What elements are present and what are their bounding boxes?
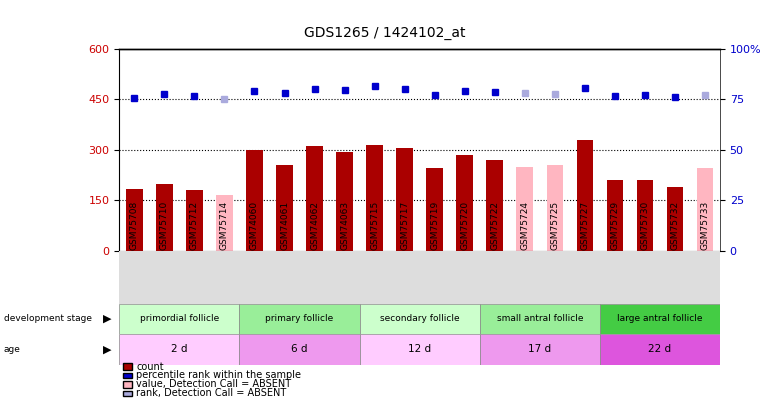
Bar — [156, 183, 172, 251]
Bar — [667, 187, 683, 251]
Text: ▶: ▶ — [103, 344, 112, 354]
Bar — [306, 147, 323, 251]
Bar — [600, 304, 720, 334]
Bar — [600, 334, 720, 364]
Text: value, Detection Call = ABSENT: value, Detection Call = ABSENT — [136, 379, 291, 389]
Bar — [367, 145, 383, 251]
Bar — [276, 165, 293, 251]
Bar — [119, 334, 239, 364]
Text: percentile rank within the sample: percentile rank within the sample — [136, 371, 301, 380]
Bar — [607, 180, 623, 251]
Text: primary follicle: primary follicle — [266, 314, 333, 324]
Bar — [216, 196, 233, 251]
Bar — [397, 148, 413, 251]
Bar — [480, 334, 600, 364]
Bar — [246, 150, 263, 251]
Bar — [487, 160, 503, 251]
Bar — [457, 155, 473, 251]
Bar — [126, 189, 142, 251]
Bar — [360, 304, 480, 334]
Text: 2 d: 2 d — [171, 344, 188, 354]
Bar — [697, 168, 713, 251]
Text: 22 d: 22 d — [648, 344, 671, 354]
Text: small antral follicle: small antral follicle — [497, 314, 583, 324]
Text: secondary follicle: secondary follicle — [380, 314, 460, 324]
Text: 6 d: 6 d — [291, 344, 308, 354]
Text: count: count — [136, 362, 164, 371]
Text: primordial follicle: primordial follicle — [140, 314, 219, 324]
Bar — [517, 167, 533, 251]
Bar — [186, 190, 203, 251]
Bar — [239, 304, 360, 334]
Text: ▶: ▶ — [103, 314, 112, 324]
Bar — [577, 140, 593, 251]
Text: large antral follicle: large antral follicle — [617, 314, 703, 324]
Bar — [480, 304, 600, 334]
Bar — [427, 168, 443, 251]
Bar — [360, 334, 480, 364]
Text: GDS1265 / 1424102_at: GDS1265 / 1424102_at — [304, 26, 466, 40]
Bar — [239, 334, 360, 364]
Text: development stage: development stage — [4, 314, 92, 324]
Text: age: age — [4, 345, 21, 354]
Bar — [119, 304, 239, 334]
Bar — [336, 151, 353, 251]
Text: rank, Detection Call = ABSENT: rank, Detection Call = ABSENT — [136, 388, 286, 398]
Text: 17 d: 17 d — [528, 344, 551, 354]
Bar — [637, 180, 653, 251]
Bar — [547, 165, 563, 251]
Text: 12 d: 12 d — [408, 344, 431, 354]
